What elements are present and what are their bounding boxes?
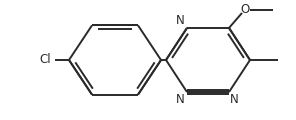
Text: Cl: Cl xyxy=(39,54,51,66)
Text: N: N xyxy=(176,93,185,106)
Text: O: O xyxy=(240,3,250,16)
Text: N: N xyxy=(230,93,239,106)
Text: N: N xyxy=(176,14,185,27)
